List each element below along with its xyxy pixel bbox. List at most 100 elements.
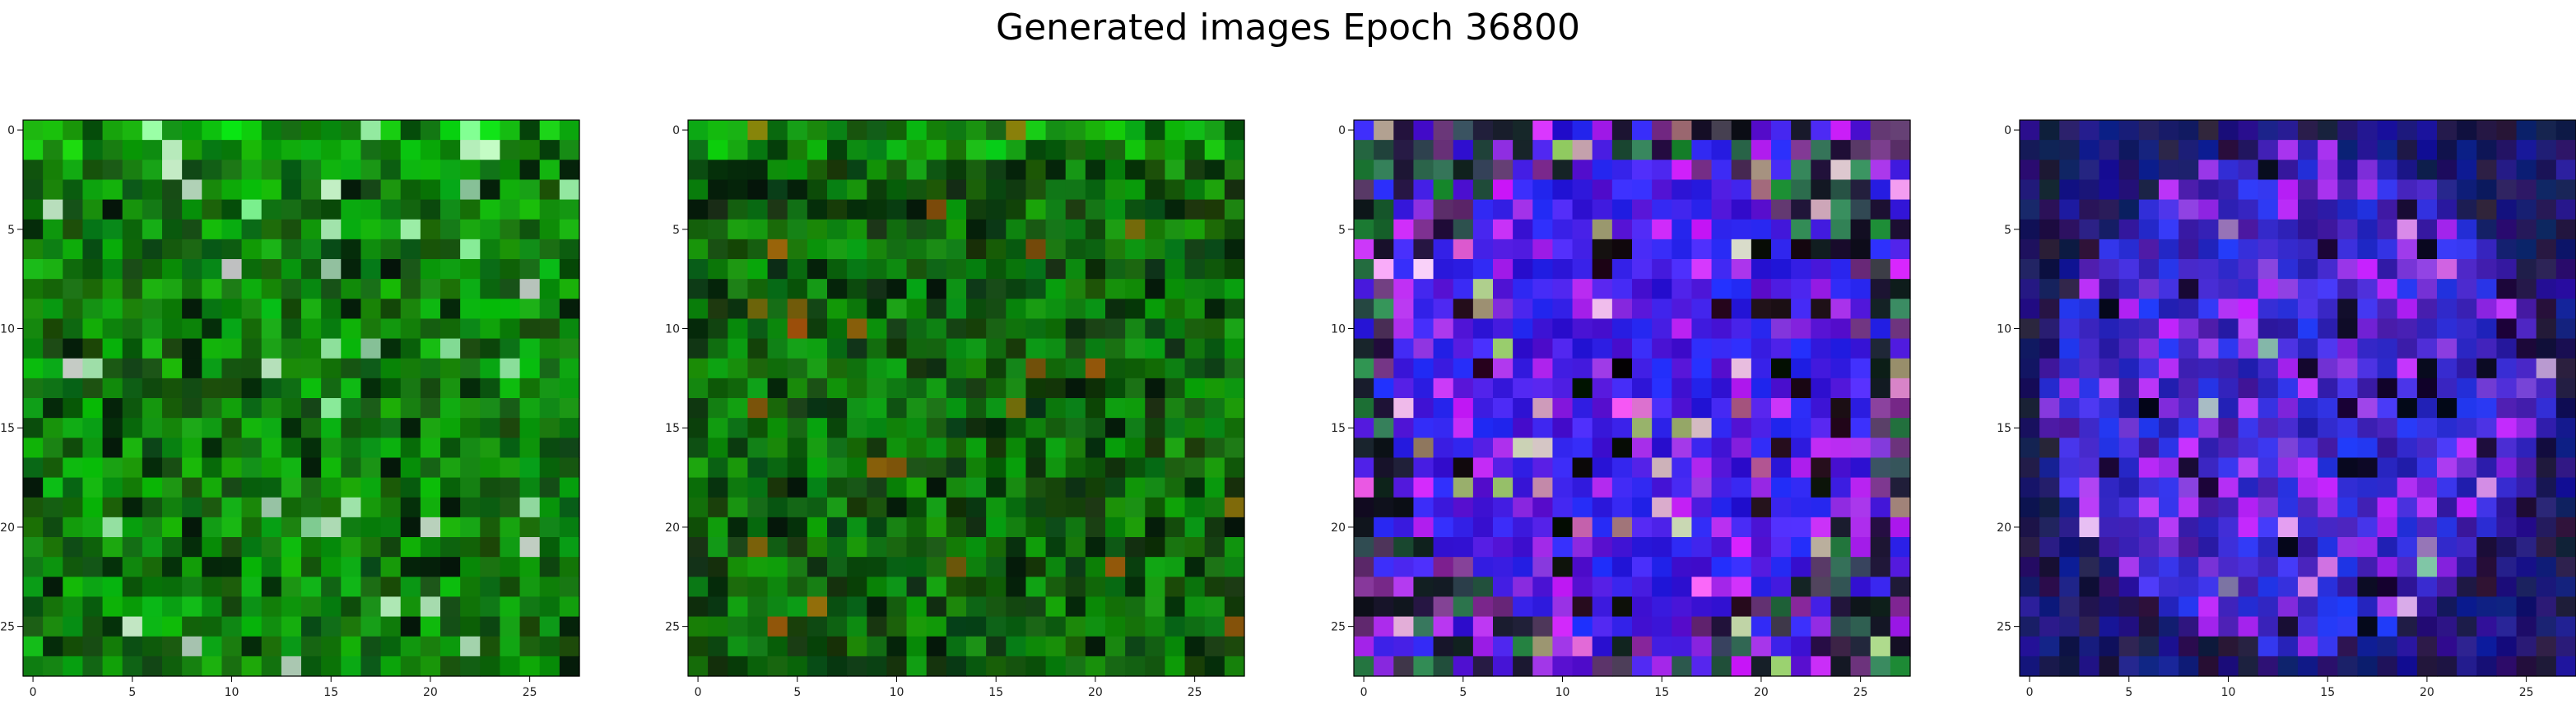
heatmap-cell [1493, 160, 1514, 181]
heatmap-cell [2555, 120, 2576, 141]
heatmap-cell [2059, 537, 2081, 558]
heatmap-cell [747, 438, 769, 459]
heatmap-cell [1652, 120, 1672, 141]
heatmap-cell [1393, 457, 1415, 479]
heatmap-cell [43, 577, 63, 598]
heatmap-cell [807, 418, 828, 438]
heatmap-cell [906, 318, 928, 340]
heatmap-cell [2178, 577, 2199, 598]
heatmap-cell [986, 318, 1007, 340]
heatmap-cell [1791, 338, 1811, 359]
heatmap-cell [747, 537, 769, 558]
heatmap-cell [301, 616, 322, 637]
heatmap-cell [559, 537, 580, 558]
heatmap-cell [122, 338, 143, 359]
heatmap-cell [886, 656, 908, 677]
heatmap-cell [747, 239, 769, 260]
heatmap-cell [767, 279, 788, 299]
heatmap-cell [182, 497, 202, 518]
heatmap-cell [2138, 656, 2160, 677]
heatmap-cell [787, 239, 808, 260]
heatmap-cell [1204, 616, 1225, 637]
heatmap-cell [2377, 378, 2398, 399]
heatmap-cell [906, 358, 928, 379]
heatmap-cell [708, 477, 728, 498]
heatmap-cell [2416, 438, 2438, 459]
heatmap-cell [2277, 438, 2299, 459]
heatmap-cell [1006, 557, 1027, 577]
heatmap-cell [122, 537, 143, 558]
heatmap-cell [2198, 557, 2220, 577]
heatmap-cell [1830, 338, 1852, 359]
heatmap-cell [1145, 378, 1166, 399]
heatmap-cell [1572, 279, 1593, 299]
heatmap-cell [847, 140, 867, 160]
heatmap-cell [1731, 338, 1752, 359]
heatmap-cell [400, 596, 421, 618]
heatmap-cell [2516, 398, 2537, 419]
heatmap-cell [2238, 160, 2259, 181]
heatmap-cell [1552, 239, 1574, 260]
heatmap-cell [886, 179, 908, 201]
heatmap-cell [2238, 418, 2259, 438]
heatmap-cell [1165, 179, 1186, 201]
heatmap-cell [1472, 199, 1494, 220]
heatmap-cell [1204, 656, 1225, 677]
heatmap-cell [142, 596, 163, 618]
heatmap-cell [1672, 259, 1693, 280]
heatmap-cell [2159, 517, 2179, 538]
heatmap-cell [807, 596, 828, 618]
heatmap-cell [2357, 616, 2378, 637]
heatmap-cell [1751, 219, 1772, 240]
heatmap-cell [1145, 199, 1166, 220]
heatmap-cell [1811, 239, 1832, 260]
heatmap-cell [1184, 477, 1206, 498]
heatmap-cell [886, 358, 908, 379]
heatmap-cell [1165, 140, 1186, 160]
heatmap-cell [63, 160, 84, 181]
heatmap-cell [1374, 160, 1394, 181]
heatmap-cell [2238, 378, 2259, 399]
heatmap-cell [1065, 338, 1086, 359]
heatmap-cell [1006, 577, 1027, 598]
heatmap-cell [2397, 537, 2418, 558]
heatmap-cell [221, 537, 243, 558]
heatmap-cell [728, 457, 749, 479]
heatmap-cell [500, 160, 521, 181]
heatmap-cell [2496, 418, 2518, 438]
heatmap-cell [519, 457, 541, 479]
heatmap-cell [1025, 457, 1047, 479]
heatmap-cell [1085, 537, 1106, 558]
heatmap-cell [1006, 199, 1027, 220]
heatmap-cell [1513, 338, 1533, 359]
heatmap-cell [827, 239, 848, 260]
heatmap-cell [360, 179, 382, 201]
heatmap-cell [2099, 656, 2120, 677]
heatmap-cell [122, 656, 143, 677]
heatmap-cell [2318, 517, 2338, 538]
heatmap-cell [1811, 299, 1832, 320]
heatmap-cell [2457, 358, 2477, 379]
heatmap-cell [966, 140, 987, 160]
heatmap-cell [2377, 279, 2398, 299]
heatmap-cell [986, 239, 1007, 260]
heatmap-cell [1006, 438, 1027, 459]
heatmap-cell [2238, 537, 2259, 558]
heatmap-cell [767, 259, 788, 280]
heatmap-cell [2218, 438, 2239, 459]
heatmap-cell [728, 199, 749, 220]
heatmap-cell [1165, 596, 1186, 618]
x-tick-label: 5 [128, 686, 136, 699]
heatmap-cell [708, 259, 728, 280]
heatmap-cell [82, 596, 104, 618]
heatmap-cell [747, 477, 769, 498]
heatmap-cell [102, 438, 123, 459]
heatmap-cell [2476, 179, 2498, 201]
heatmap-cell [2516, 636, 2537, 657]
heatmap-cell [539, 457, 560, 479]
heatmap-cell [360, 438, 382, 459]
heatmap-cell [321, 199, 342, 220]
heatmap-cell [1006, 259, 1027, 280]
heatmap-cell [708, 497, 728, 518]
heatmap-cell [380, 398, 402, 419]
